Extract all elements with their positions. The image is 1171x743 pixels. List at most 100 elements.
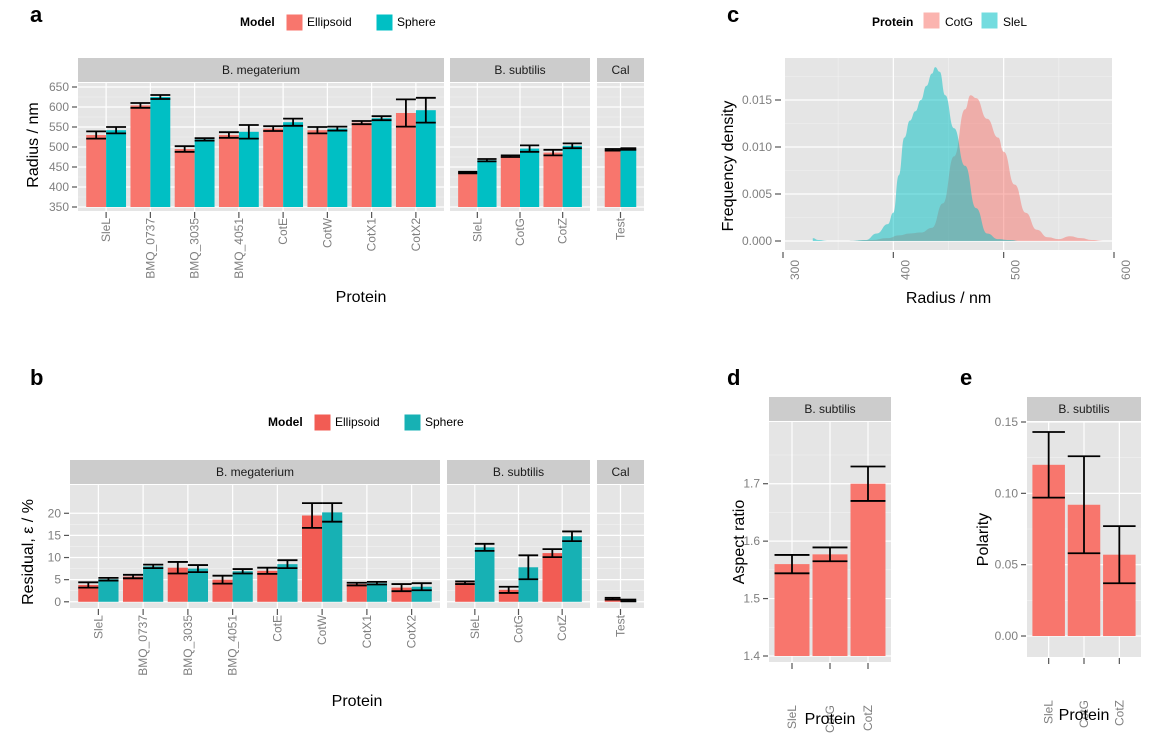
legend-key-sphere [403,413,422,432]
x-tick-label: CotG [513,218,527,246]
legend-label-ellipsoid: Ellipsoid [335,415,380,429]
x-axis-title: Protein [332,693,383,710]
bar-ellipsoid-cotg [498,589,519,602]
x-tick-label: Test [614,217,628,240]
bar-ellipsoid-bmq_3035 [174,149,195,207]
facet-strip-label: B. subtilis [804,402,855,416]
bar-sphere-cotx1 [371,118,392,207]
y-axis-title: Residual, ε / % [20,499,37,605]
bar-sphere-cotw [327,128,348,207]
density-area-slel [812,67,1021,241]
bar-ellipsoid-cotx1 [351,122,372,207]
legend-key-ellipsoid [313,413,332,432]
panel-b: b Model Ellipsoid Sphere 0 5 10 15 20 Residual, ε… [20,365,644,710]
legend-label-cotg: CotG [945,15,973,29]
x-tick-label: CotZ [556,218,570,244]
y-axis-title: Polarity [975,513,992,566]
bar-sphere-bmq_0737 [150,97,171,207]
bar-sphere-cotx2 [415,110,436,207]
facet-cal: Cal Test [597,460,644,637]
facet-strip-label: Cal [611,63,629,77]
bar-ellipsoid-bmq_4051 [212,579,233,602]
bar-sphere-cotg [520,148,540,207]
panel-label-c: c [727,2,739,27]
x-tick-label: 500 [1009,260,1023,280]
bar-sphere-bmq_3035 [187,568,209,602]
bar-ellipsoid-cotw [307,130,328,207]
bar-sphere-slel [477,160,497,207]
facet-strip [597,58,644,82]
y-tick-label: 15 [48,528,62,542]
facet-strip [597,460,644,484]
x-tick-label: BMQ_3035 [181,615,195,676]
bar-ellipsoid-cotx2 [395,113,416,207]
bar-ellipsoid-cotw [301,515,323,602]
x-tick-label: BMQ_4051 [226,615,240,676]
legend-key-cotg [922,11,941,30]
facet-b-megaterium: B. megaterium SleL BMQ_0737 BMQ_3035 BMQ_405… [78,58,444,279]
x-tick-label: CotW [315,614,329,645]
bar-sphere-cotx1 [366,583,388,602]
bar-ellipsoid-cote [263,128,284,207]
y-tick-label: 20 [48,506,62,520]
bar-ellipsoid-bmq_4051 [218,135,239,207]
bar-ellipsoid-cotz [542,553,563,602]
panel-label-e: e [960,365,972,390]
facet-strip [70,460,440,484]
legend-key-ellipsoid [285,13,304,32]
bar-ellipsoid-cotx1 [346,584,367,602]
x-tick-label: CotX2 [409,218,423,252]
legend-b: Model Ellipsoid Sphere [268,413,464,432]
legend-key-slel [980,11,999,30]
x-tick-label: CotZ [555,615,569,641]
x-axis-title: Radius / nm [906,290,991,307]
density-area-cotg [849,95,1103,241]
facet-strip [769,397,891,421]
bar-ellipsoid-slel [86,135,107,207]
y-tick-label: 600 [49,100,69,114]
legend-label-slel: SleL [1003,15,1027,29]
y-tick-label: 0.00 [995,629,1019,643]
x-tick-label: SleL [99,218,113,242]
legend-label-ellipsoid: Ellipsoid [307,15,352,29]
y-tick-label: 550 [49,120,69,134]
bar-sphere-slel [98,579,119,602]
y-tick-label: 0.005 [742,187,772,201]
panel-e: e B. subtilis 0.00 0.05 0.10 0.15 Polarity SleL… [960,365,1141,728]
panel-label-d: d [727,365,740,390]
facet-strip [1027,397,1141,421]
x-tick-label: SleL [470,218,484,242]
y-tick-label: 0.15 [995,415,1019,429]
x-axis-title: Protein [1059,707,1110,724]
facet-cal: Cal Test [597,58,644,240]
y-tick-label: 350 [49,200,69,214]
x-tick-label: SleL [91,615,105,639]
bar-cotz [850,483,886,656]
x-tick-label: CotE [270,615,284,642]
facet-b-subtilis: B. subtilis SleL CotG CotZ [447,460,590,643]
x-tick-label: Test [614,614,628,637]
x-tick-label: SleL [1042,700,1056,724]
bar-sphere-slel [474,547,495,602]
y-tick-label: 650 [49,80,69,94]
legend-label-sphere: Sphere [397,15,436,29]
y-axis-title: Radius / nm [25,102,42,187]
bar-sphere-cote [283,122,304,207]
y-tick-label: 10 [48,551,62,565]
y-tick-label: 500 [49,140,69,154]
bar-ellipsoid-bmq_0737 [122,576,144,602]
bar-cotg [812,554,848,656]
x-axis-title: Protein [336,289,387,306]
x-tick-label: SleL [785,705,799,729]
bar-sphere-cote [277,564,298,602]
legend-title: Protein [872,15,913,29]
legend-a: Model Ellipsoid Sphere [240,13,436,32]
x-tick-label: CotG [512,615,526,643]
panel-c: c Protein CotG SleL 300 400 500 600 0.000 0.005 0.… [720,2,1133,307]
bar-slel [774,564,810,656]
x-tick-label: CotZ [1112,700,1126,726]
bar-ellipsoid-cote [257,570,278,602]
facet-strip-label: B. megaterium [222,63,300,77]
facet-strip [78,58,444,82]
